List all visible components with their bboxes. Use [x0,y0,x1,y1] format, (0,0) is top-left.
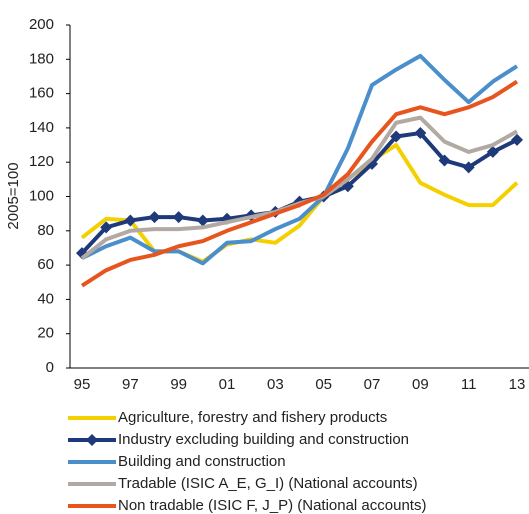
x-tick-label: 13 [509,376,526,393]
x-tick-label: 01 [219,376,236,393]
point-marker [100,221,113,234]
point-marker [511,133,523,146]
x-tick-label: 09 [412,376,429,393]
point-marker [390,130,403,143]
legend-label: Tradable (ISIC A_E, G_I) (National accou… [118,475,418,492]
y-tick-label: 100 [29,187,54,204]
point-marker [196,214,209,227]
y-tick-label: 40 [37,290,54,307]
legend-label: Industry excluding building and construc… [118,431,409,448]
legend-label: Building and construction [118,453,286,470]
series-line [80,131,518,255]
x-tick-label: 03 [267,376,284,393]
y-tick-label: 0 [46,359,54,376]
y-axis-label: 2005=100 [5,162,22,229]
y-tick-label: 140 [29,119,54,136]
point-marker [438,154,451,167]
x-tick-label: 95 [74,376,91,393]
legend-label: Non tradable (ISIC F, J_P) (National acc… [118,497,426,514]
x-tick-label: 11 [461,376,477,393]
y-tick-label: 120 [29,153,54,170]
y-tick-label: 200 [29,16,54,33]
x-tick-label: 05 [315,376,332,393]
x-tick-label: 99 [170,376,187,393]
x-tick-label: 97 [122,376,139,393]
legend-label: Agriculture, forestry and fishery produc… [118,409,387,426]
legend-marker [86,434,98,446]
point-marker [486,145,499,158]
series-line [80,79,519,288]
y-tick-label: 20 [37,325,54,342]
point-marker [148,211,161,224]
y-tick-label: 80 [37,222,54,239]
y-tick-label: 160 [29,85,54,102]
series-line [80,115,518,260]
x-tick-label: 07 [364,376,381,393]
point-marker [172,211,185,224]
point-marker [414,127,427,140]
series-line [81,53,519,266]
point-marker [124,214,137,227]
point-marker [462,161,475,174]
y-tick-label: 180 [29,50,54,67]
y-tick-label: 60 [37,256,54,273]
